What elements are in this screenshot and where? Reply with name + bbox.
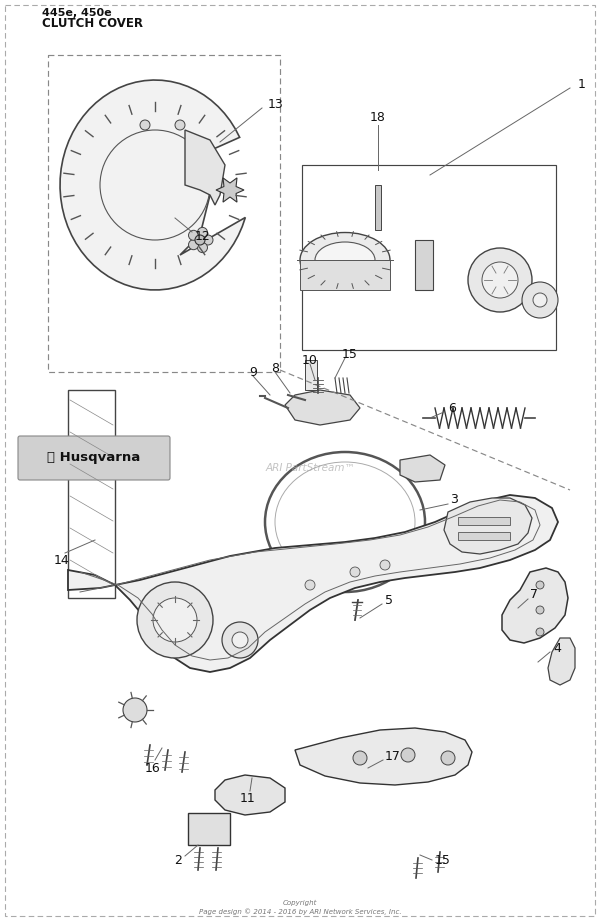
Polygon shape	[295, 728, 472, 785]
Text: 12: 12	[195, 229, 211, 242]
Ellipse shape	[315, 242, 375, 278]
Text: ⓘ Husqvarna: ⓘ Husqvarna	[47, 451, 140, 464]
Bar	[415, 240, 433, 290]
Circle shape	[522, 282, 558, 318]
Text: 13: 13	[268, 99, 284, 111]
Bar	[458, 517, 510, 525]
Circle shape	[222, 622, 258, 658]
Polygon shape	[60, 80, 245, 290]
Circle shape	[140, 120, 150, 130]
Circle shape	[232, 632, 248, 648]
Bar	[305, 360, 317, 390]
Text: Copyright
Page design © 2014 - 2016 by ARI Network Services, Inc.: Copyright Page design © 2014 - 2016 by A…	[199, 900, 401, 915]
Circle shape	[123, 698, 147, 722]
Text: 18: 18	[370, 111, 386, 124]
Text: 3: 3	[450, 494, 458, 507]
Text: 14: 14	[54, 554, 70, 566]
Text: 11: 11	[240, 791, 256, 805]
Polygon shape	[502, 568, 568, 643]
Polygon shape	[68, 495, 558, 672]
Circle shape	[195, 235, 205, 245]
Text: 1: 1	[578, 78, 586, 91]
Polygon shape	[444, 498, 532, 554]
Text: ARI PartStream™: ARI PartStream™	[265, 463, 355, 473]
Circle shape	[380, 560, 390, 570]
Circle shape	[482, 262, 518, 298]
Bar	[375, 185, 381, 230]
Circle shape	[153, 598, 197, 642]
Text: 16: 16	[145, 762, 161, 775]
Circle shape	[197, 242, 208, 252]
Circle shape	[188, 239, 199, 250]
Text: 5: 5	[385, 593, 393, 607]
Text: 10: 10	[302, 354, 318, 367]
Text: CLUTCH COVER: CLUTCH COVER	[42, 17, 143, 30]
Circle shape	[203, 235, 213, 245]
Polygon shape	[215, 775, 285, 815]
Circle shape	[305, 580, 315, 590]
Circle shape	[197, 227, 208, 238]
Text: 9: 9	[249, 366, 257, 379]
Circle shape	[401, 748, 415, 762]
Text: 17: 17	[385, 750, 401, 763]
Circle shape	[536, 628, 544, 636]
Circle shape	[468, 248, 532, 312]
Polygon shape	[548, 638, 575, 685]
Circle shape	[533, 293, 547, 307]
Circle shape	[350, 567, 360, 577]
Circle shape	[175, 120, 185, 130]
Circle shape	[188, 230, 199, 240]
Polygon shape	[300, 260, 390, 290]
Bar	[458, 532, 510, 540]
Circle shape	[137, 582, 213, 658]
Text: 15: 15	[435, 854, 451, 867]
Polygon shape	[285, 390, 360, 425]
Text: 8: 8	[271, 362, 279, 375]
Circle shape	[441, 751, 455, 765]
Text: 2: 2	[174, 854, 182, 867]
FancyBboxPatch shape	[18, 436, 170, 480]
Text: 7: 7	[530, 589, 538, 601]
Ellipse shape	[300, 232, 390, 287]
Text: 6: 6	[448, 402, 456, 414]
Polygon shape	[400, 455, 445, 482]
Bar	[188, 813, 230, 845]
Circle shape	[536, 581, 544, 589]
Polygon shape	[185, 130, 225, 205]
Text: 15: 15	[342, 347, 358, 360]
Text: 445e, 450e: 445e, 450e	[42, 8, 112, 18]
Text: 4: 4	[553, 642, 561, 655]
Circle shape	[353, 751, 367, 765]
Polygon shape	[216, 178, 244, 202]
Circle shape	[536, 606, 544, 614]
